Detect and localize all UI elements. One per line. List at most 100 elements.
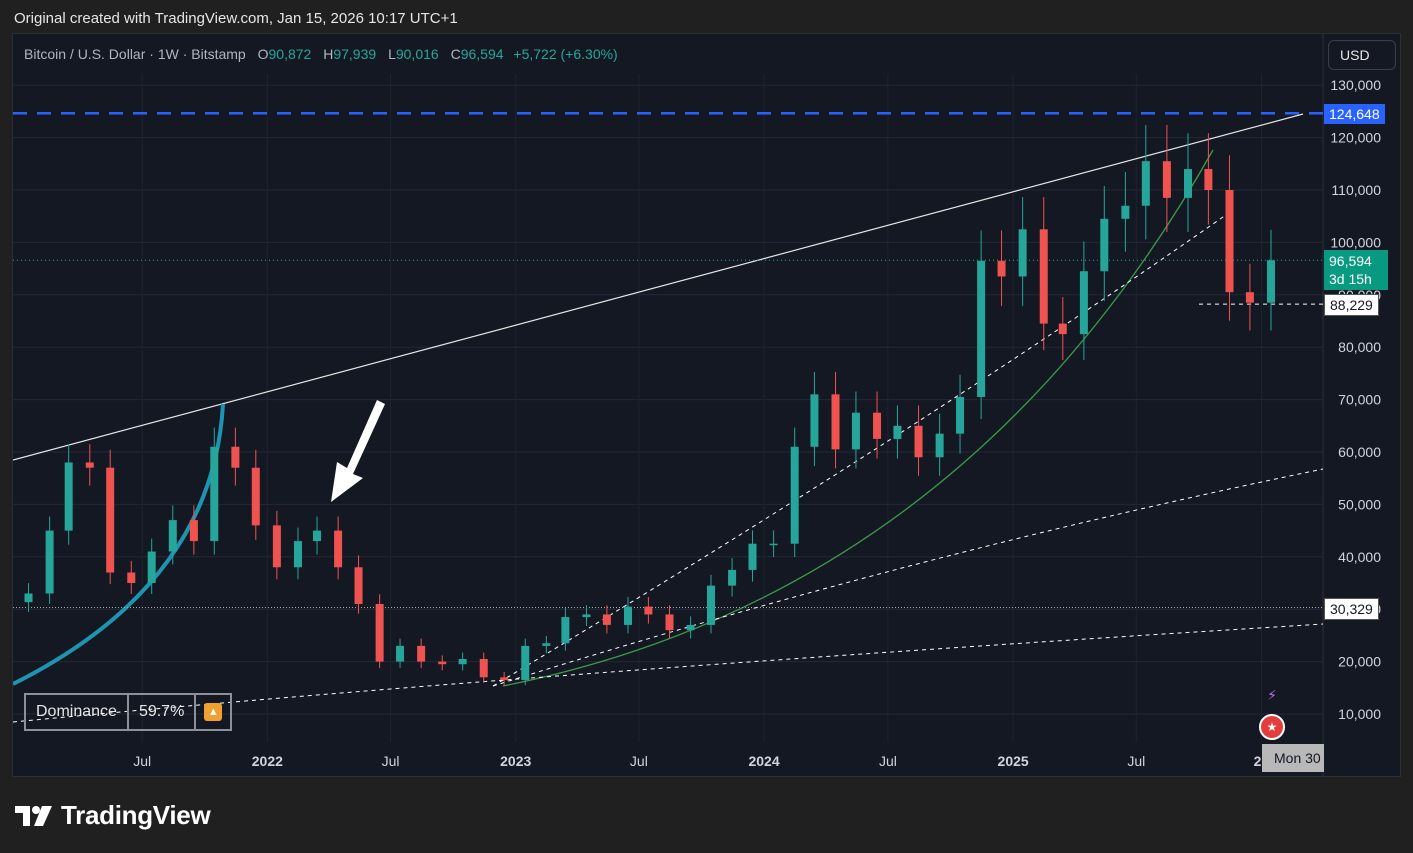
candle-body bbox=[665, 614, 674, 631]
y-tick-label: 130,000 bbox=[1330, 77, 1381, 93]
candle-body bbox=[354, 567, 363, 604]
high-value: 97,939 bbox=[333, 46, 377, 62]
candle-body bbox=[893, 425, 902, 439]
candle-body bbox=[1267, 260, 1275, 303]
candle-body bbox=[1141, 161, 1150, 206]
dashed-curve-inner bbox=[492, 209, 1234, 687]
candle-body bbox=[479, 658, 488, 678]
candle-body bbox=[231, 446, 240, 468]
candle-body bbox=[1039, 229, 1048, 324]
candle-body bbox=[686, 624, 695, 631]
candle-body bbox=[602, 614, 611, 625]
symbol-label: Bitcoin / U.S. Dollar · 1W · Bitstamp bbox=[24, 46, 246, 62]
candle-body bbox=[1100, 218, 1109, 272]
upper-trendline bbox=[13, 113, 1304, 461]
y-tick-label: 40,000 bbox=[1338, 549, 1381, 565]
candle-body bbox=[210, 446, 219, 542]
candle-body bbox=[251, 467, 260, 526]
candle-body bbox=[997, 260, 1006, 277]
x-tick-label: Jul bbox=[133, 753, 151, 769]
ohlc-legend: Bitcoin / U.S. Dollar · 1W · Bitstamp O9… bbox=[24, 46, 618, 62]
change-value: +5,722 (+6.30%) bbox=[513, 46, 618, 62]
level-88-tag: 88,229 bbox=[1324, 294, 1379, 316]
candle-body bbox=[313, 530, 322, 542]
last-price-tag: 96,594 3d 15h bbox=[1324, 250, 1388, 290]
candle-body bbox=[790, 446, 799, 544]
last-price-value: 96,594 bbox=[1329, 253, 1372, 269]
chart-panel[interactable]: 130,000120,000110,000100,00090,00080,000… bbox=[12, 33, 1401, 777]
alert-triangle-icon[interactable]: ▲ bbox=[204, 702, 223, 721]
arrow-annotation bbox=[331, 400, 385, 502]
candle-body bbox=[1245, 292, 1254, 303]
level-30-tag: 30,329 bbox=[1324, 598, 1379, 620]
candle-body bbox=[458, 658, 467, 665]
close-label: C bbox=[450, 46, 461, 62]
tradingview-logo[interactable]: TradingView bbox=[15, 800, 211, 831]
dominance-widget[interactable]: Dominance 59.7% ▲ bbox=[24, 693, 233, 731]
candle-body bbox=[1183, 169, 1192, 198]
candle-body bbox=[168, 520, 177, 552]
y-tick-label: 110,000 bbox=[1331, 182, 1381, 198]
sparkle-icon[interactable]: ⚡ bbox=[1267, 687, 1277, 703]
candle-body bbox=[272, 525, 281, 568]
candle-body bbox=[977, 260, 986, 397]
candle-body bbox=[85, 462, 94, 468]
candle-body bbox=[1225, 190, 1234, 293]
parabolic-curve-2021 bbox=[13, 403, 225, 686]
candle-body bbox=[831, 394, 840, 450]
candle-body bbox=[623, 606, 632, 625]
candle-body bbox=[189, 520, 198, 542]
x-tick-label: 2024 bbox=[748, 753, 779, 769]
y-tick-label: 100,000 bbox=[1330, 234, 1381, 250]
open-label: O bbox=[257, 46, 269, 62]
candle-body bbox=[1058, 323, 1067, 335]
candle-body bbox=[851, 412, 860, 450]
y-tick-label: 80,000 bbox=[1338, 339, 1381, 355]
candle-body bbox=[1121, 205, 1130, 219]
candle-body bbox=[561, 617, 570, 644]
tradingview-logo-icon bbox=[15, 805, 52, 826]
dominance-label: Dominance bbox=[26, 695, 129, 729]
currency-button[interactable]: USD bbox=[1328, 40, 1396, 70]
high-label: H bbox=[323, 46, 334, 62]
candle-body bbox=[644, 606, 653, 615]
candle-body bbox=[147, 551, 156, 583]
candle-body bbox=[935, 433, 944, 458]
chart-attribution: Original created with TradingView.com, J… bbox=[14, 10, 458, 27]
bar-countdown: 3d 15h bbox=[1329, 271, 1372, 287]
candle-body bbox=[500, 677, 509, 680]
candle-body bbox=[396, 645, 405, 662]
candle-body bbox=[1079, 271, 1088, 335]
candle-body bbox=[873, 412, 882, 439]
dashed-curve-outer bbox=[13, 623, 1324, 723]
x-tick-label: 2022 bbox=[252, 753, 283, 769]
candle-body bbox=[769, 543, 778, 546]
parabolic-curve-green bbox=[502, 149, 1214, 687]
close-value: 96,594 bbox=[460, 46, 504, 62]
x-tick-label: 2023 bbox=[500, 753, 531, 769]
candle-body bbox=[334, 530, 343, 568]
candle-body bbox=[521, 645, 530, 680]
candle-body bbox=[45, 530, 54, 594]
dashed-curve-middle bbox=[492, 468, 1324, 687]
candle-body bbox=[24, 593, 33, 603]
y-tick-label: 10,000 bbox=[1338, 706, 1381, 722]
candle-body bbox=[106, 467, 115, 573]
candle-body bbox=[1018, 229, 1027, 277]
y-tick-label: 20,000 bbox=[1338, 654, 1381, 670]
y-tick-label: 120,000 bbox=[1330, 130, 1381, 146]
price-chart[interactable]: 130,000120,000110,000100,00090,00080,000… bbox=[13, 34, 1400, 776]
candle-body bbox=[293, 541, 302, 568]
open-value: 90,872 bbox=[268, 46, 312, 62]
candle-body bbox=[810, 394, 819, 447]
x-tick-label: Jul bbox=[630, 753, 648, 769]
candle-body bbox=[417, 645, 426, 662]
candle-body bbox=[707, 585, 716, 625]
y-tick-label: 60,000 bbox=[1338, 444, 1381, 460]
x-tick-label: 2025 bbox=[998, 753, 1029, 769]
x-tick-label: Jul bbox=[1127, 753, 1145, 769]
ath-price-tag: 124,648 bbox=[1324, 104, 1385, 124]
candle-body bbox=[542, 643, 551, 646]
us-flag-icon[interactable]: ★ bbox=[1259, 714, 1285, 740]
candle-body bbox=[64, 462, 73, 531]
